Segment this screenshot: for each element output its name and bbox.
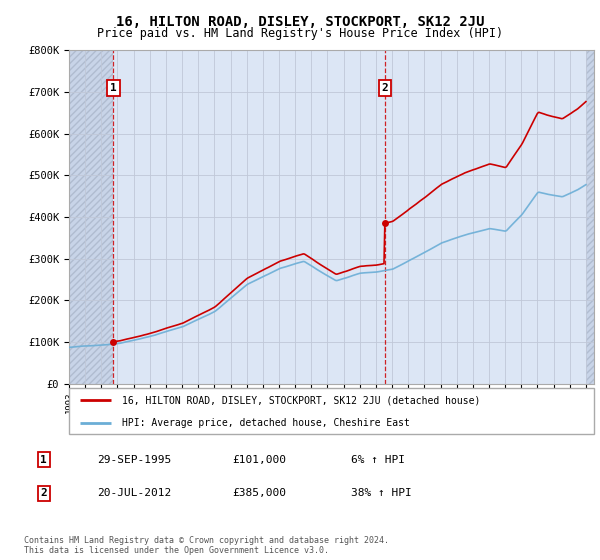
Text: 38% ↑ HPI: 38% ↑ HPI <box>351 488 412 498</box>
Text: 20-JUL-2012: 20-JUL-2012 <box>97 488 172 498</box>
Bar <box>69 50 113 384</box>
Text: £385,000: £385,000 <box>233 488 287 498</box>
Text: 2: 2 <box>382 83 388 93</box>
Text: Contains HM Land Registry data © Crown copyright and database right 2024.
This d: Contains HM Land Registry data © Crown c… <box>24 536 389 556</box>
Text: 2: 2 <box>40 488 47 498</box>
Bar <box>69 50 113 384</box>
FancyBboxPatch shape <box>69 388 594 434</box>
Text: 16, HILTON ROAD, DISLEY, STOCKPORT, SK12 2JU (detached house): 16, HILTON ROAD, DISLEY, STOCKPORT, SK12… <box>121 395 480 405</box>
Text: HPI: Average price, detached house, Cheshire East: HPI: Average price, detached house, Ches… <box>121 418 409 427</box>
Text: Price paid vs. HM Land Registry's House Price Index (HPI): Price paid vs. HM Land Registry's House … <box>97 27 503 40</box>
Text: £101,000: £101,000 <box>233 455 287 465</box>
Text: 6% ↑ HPI: 6% ↑ HPI <box>351 455 405 465</box>
Text: 29-SEP-1995: 29-SEP-1995 <box>97 455 172 465</box>
Text: 1: 1 <box>110 83 117 93</box>
Bar <box>586 50 600 384</box>
Text: 1: 1 <box>40 455 47 465</box>
Text: 16, HILTON ROAD, DISLEY, STOCKPORT, SK12 2JU: 16, HILTON ROAD, DISLEY, STOCKPORT, SK12… <box>116 15 484 29</box>
